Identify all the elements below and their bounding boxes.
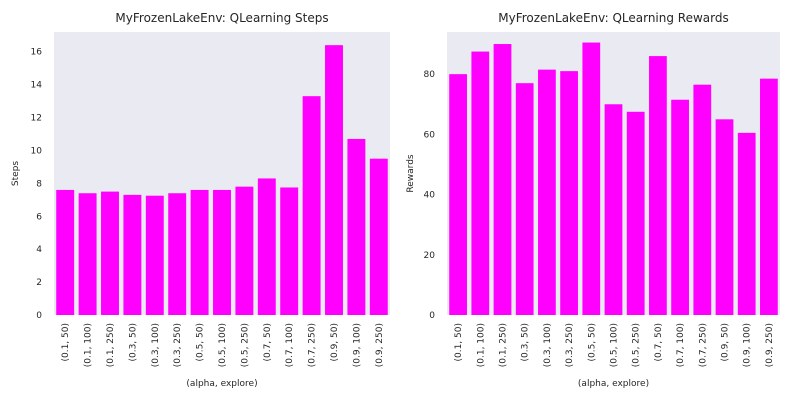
bar: [145, 195, 164, 315]
bars: [449, 42, 778, 316]
x-tick-label: (0.3, 50): [521, 323, 531, 362]
y-tick-label: 2: [36, 278, 42, 288]
x-tick-label: (0.5, 100): [610, 323, 620, 367]
x-tick-label: (0.1, 250): [106, 323, 116, 367]
x-ticks: (0.1, 50) (0.1, 100) (0.1, 250) (0.3, 50) (0…: [454, 323, 775, 367]
bar: [671, 99, 689, 316]
x-tick-label: (0.3, 250): [173, 323, 183, 367]
y-tick-label: 12: [31, 114, 42, 124]
bar: [538, 69, 556, 315]
y-tick-label: 10: [31, 146, 43, 156]
y-axis-label: Steps: [11, 161, 21, 186]
bar: [471, 51, 490, 315]
x-tick-label: (0.9, 100): [743, 323, 753, 367]
bar: [369, 158, 388, 315]
bar: [760, 78, 778, 315]
x-tick-label: (0.1, 50): [454, 323, 464, 362]
bar: [582, 42, 601, 315]
x-tick-label: (0.5, 250): [240, 323, 250, 367]
bar: [693, 84, 712, 315]
x-tick-label: (0.3, 50): [128, 323, 138, 362]
bar: [449, 74, 467, 316]
bar: [515, 83, 534, 316]
x-tick-label: (0.3, 250): [565, 323, 575, 367]
chart-steps: MyFrozenLakeEnv: QLearning Steps Steps (…: [11, 11, 390, 389]
y-tick-label: 20: [424, 251, 436, 261]
bar: [493, 44, 512, 315]
bar: [123, 194, 142, 315]
bar: [325, 45, 343, 315]
bar: [649, 56, 667, 316]
bar: [560, 71, 578, 315]
bar: [257, 178, 276, 315]
bars: [56, 45, 388, 315]
y-ticks: 0 20 40 60 80: [424, 70, 436, 321]
y-tick-label: 16: [31, 48, 43, 58]
y-tick-label: 60: [424, 130, 436, 140]
bar: [190, 189, 209, 315]
bar: [347, 138, 366, 315]
x-tick-label: (0.7, 100): [676, 323, 686, 367]
bar: [604, 104, 623, 315]
y-tick-label: 6: [36, 212, 42, 222]
bar: [101, 191, 119, 315]
chart-title: MyFrozenLakeEnv: QLearning Rewards: [498, 11, 729, 25]
y-tick-label: 4: [36, 245, 42, 255]
x-tick-label: (0.9, 100): [352, 323, 362, 367]
x-tick-label: (0.9, 50): [721, 323, 731, 362]
bar: [168, 193, 187, 315]
x-tick-label: (0.7, 50): [263, 323, 273, 362]
x-tick-label: (0.1, 50): [61, 323, 71, 362]
x-tick-label: (0.5, 250): [632, 323, 642, 367]
y-tick-label: 40: [424, 191, 436, 201]
x-tick-label: (0.3, 100): [151, 323, 161, 367]
x-axis-label: (alpha, explore): [186, 379, 257, 389]
x-tick-label: (0.7, 100): [285, 323, 295, 367]
bar: [78, 193, 97, 315]
y-ticks: 0 2 4 6 8 10 12 14 16: [31, 48, 43, 321]
bar: [213, 189, 231, 315]
y-axis-label: Rewards: [406, 154, 416, 193]
y-tick-label: 80: [424, 70, 436, 80]
x-tick-label: (0.7, 250): [308, 323, 318, 367]
x-tick-label: (0.1, 100): [476, 323, 486, 367]
y-tick-label: 0: [429, 311, 435, 321]
bar: [715, 119, 734, 315]
x-tick-label: (0.3, 100): [543, 323, 553, 367]
x-tick-label: (0.5, 50): [587, 323, 597, 362]
y-tick-label: 8: [36, 179, 42, 189]
x-tick-label: (0.1, 250): [499, 323, 509, 367]
bar: [302, 96, 321, 315]
x-tick-label: (0.9, 50): [330, 323, 340, 362]
x-tick-label: (0.5, 50): [196, 323, 206, 362]
bar: [56, 189, 75, 315]
x-axis-label: (alpha, explore): [578, 379, 649, 389]
bar: [626, 111, 645, 315]
x-ticks: (0.1, 50) (0.1, 100) (0.1, 250) (0.3, 50) (0…: [61, 323, 385, 367]
bar: [280, 187, 299, 315]
bar: [737, 132, 756, 315]
x-tick-label: (0.9, 250): [375, 323, 385, 367]
x-tick-label: (0.7, 50): [654, 323, 664, 362]
x-tick-label: (0.9, 250): [765, 323, 775, 367]
chart-rewards: MyFrozenLakeEnv: QLearning Rewards Rewar…: [406, 11, 780, 389]
bar: [235, 186, 254, 315]
chart-title: MyFrozenLakeEnv: QLearning Steps: [115, 11, 328, 25]
x-tick-label: (0.7, 250): [698, 323, 708, 367]
x-tick-label: (0.1, 100): [84, 323, 94, 367]
y-tick-label: 14: [31, 81, 43, 91]
x-tick-label: (0.5, 100): [218, 323, 228, 367]
y-tick-label: 0: [36, 311, 42, 321]
